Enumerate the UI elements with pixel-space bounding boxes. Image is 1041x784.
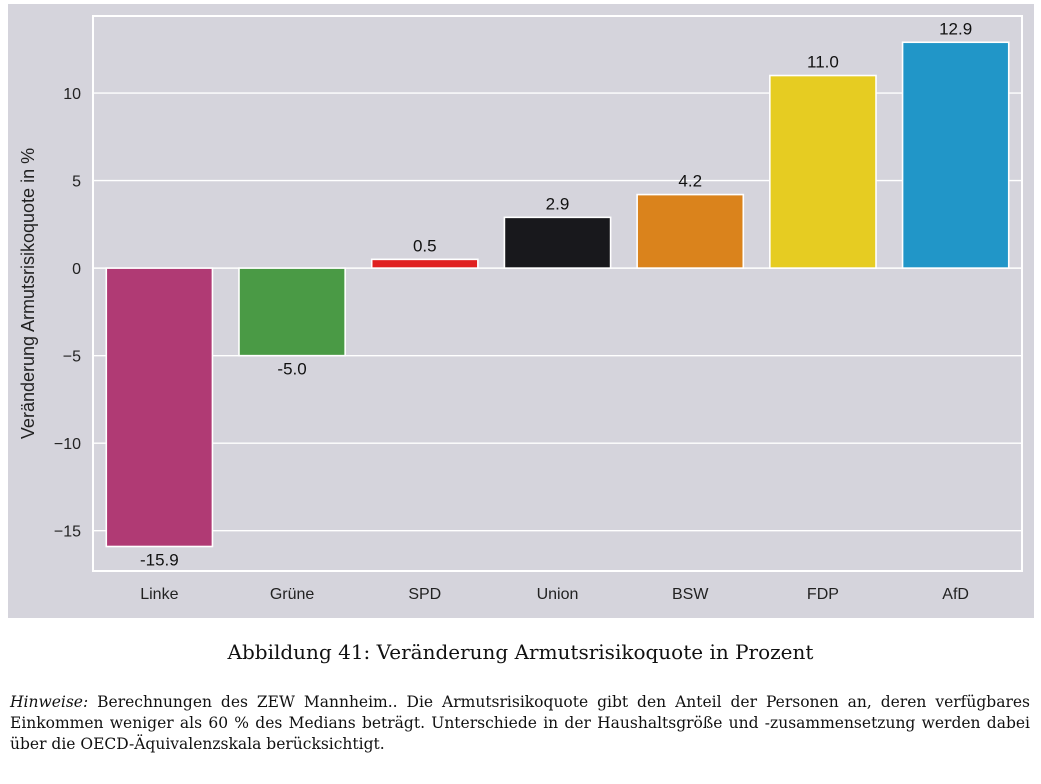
bar-chart: −15 −10 −5 0 5 10 Veränderung Armutsrisikoquot…	[18, 15, 1023, 603]
bar	[105, 267, 214, 548]
x-tick-label: Union	[537, 586, 579, 603]
chart-figure: −15 −10 −5 0 5 10 Veränderung Armutsrisikoquot…	[8, 4, 1034, 618]
x-tick-label: SPD	[408, 586, 441, 603]
x-tick-label: BSW	[672, 586, 709, 603]
note-text: Berechnungen des ZEW Mannheim.. Die Armu…	[10, 693, 1030, 753]
data-label: 4.2	[678, 172, 702, 191]
plot-area	[92, 15, 1023, 572]
y-axis-label: Veränderung Armutsrisikoquote in %	[18, 148, 38, 439]
figure-caption: Abbildung 41: Veränderung Armutsrisikoqu…	[227, 640, 814, 664]
x-tick-label: AfD	[942, 586, 969, 603]
note-label: Hinweise:	[10, 693, 89, 711]
x-tick-label: Grüne	[270, 586, 315, 603]
y-tick-label: −15	[54, 524, 81, 541]
y-tick-label: −10	[54, 436, 81, 453]
data-label: 2.9	[546, 194, 570, 213]
bar	[238, 267, 346, 357]
x-tick-label: Linke	[140, 586, 178, 603]
y-tick-label: 10	[63, 86, 81, 103]
bar	[769, 74, 877, 269]
bar	[901, 41, 1010, 269]
bar	[636, 193, 745, 269]
x-tick-label: FDP	[807, 586, 839, 603]
data-label: -15.9	[140, 550, 179, 569]
data-label: -5.0	[277, 360, 306, 379]
figure-note: Hinweise: Berechnungen des ZEW Mannheim.…	[10, 692, 1030, 755]
y-tick-label: 5	[72, 174, 81, 191]
y-tick-label: 0	[72, 261, 81, 278]
bar	[370, 258, 479, 269]
data-label: 0.5	[413, 236, 437, 255]
data-label: 12.9	[939, 19, 972, 38]
y-tick-label: −5	[63, 349, 81, 366]
data-label: 11.0	[807, 53, 839, 72]
bar	[503, 216, 612, 269]
